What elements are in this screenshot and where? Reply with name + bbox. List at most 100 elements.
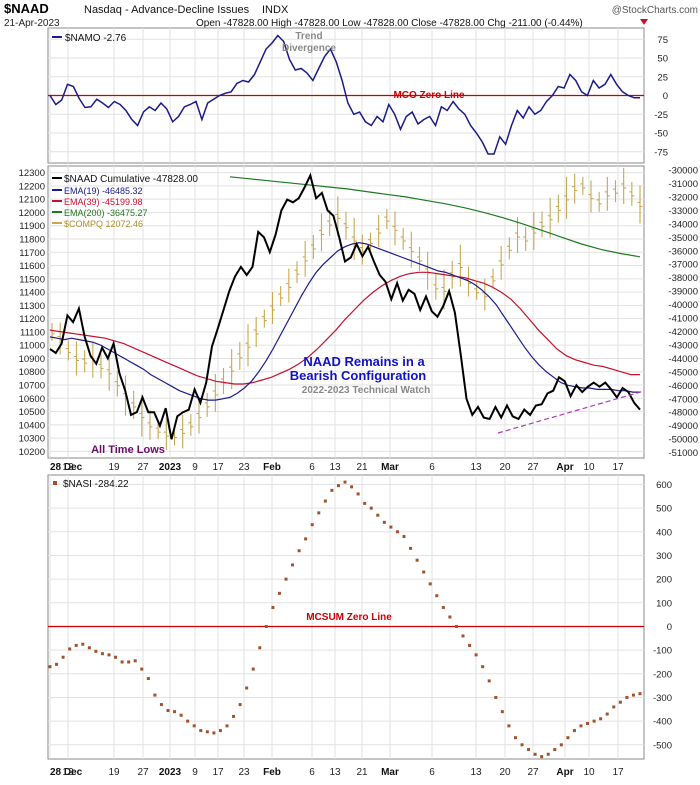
- nasi-point: [376, 513, 380, 517]
- watermark: @StockCharts.com: [612, 5, 698, 16]
- nasi-point: [468, 643, 472, 647]
- naad-y-tick-label: -31000: [668, 179, 698, 190]
- x-tick-label-mid: 2023: [159, 462, 182, 473]
- naad-annotation-line1: NAAD Remains in a: [303, 354, 425, 369]
- ema39-legend-label: EMA(39) -45199.98: [64, 197, 143, 207]
- nasi-point: [618, 700, 622, 704]
- ema200-series-line: [229, 176, 641, 258]
- nasi-point: [454, 624, 458, 628]
- nasi-point: [199, 729, 203, 733]
- naad-legend-label: $NAAD Cumulative -47828.00: [64, 174, 198, 185]
- nasi-point: [264, 624, 268, 628]
- naad-legend: $NAAD Cumulative -47828.00 EMA(19) -4648…: [52, 174, 198, 229]
- nasi-point: [579, 724, 583, 728]
- nasi-point: [586, 722, 590, 725]
- naad-y-tick-label: -46000: [668, 381, 698, 392]
- naad-y-tick-label: -34000: [668, 219, 698, 230]
- x-tick-label-mid: 13: [329, 462, 341, 473]
- x-tick-label-mid: 27: [137, 462, 149, 473]
- x-tick-label-bottom: 13: [329, 767, 341, 778]
- nasi-y-tick-label: 300: [656, 551, 672, 562]
- naad-y-tick-label: -49000: [668, 421, 698, 432]
- compq-y-tick-label: 11500: [19, 274, 45, 285]
- nasi-point: [481, 665, 485, 669]
- nasi-point: [520, 743, 524, 747]
- nasi-point: [297, 549, 301, 553]
- nasi-point: [592, 719, 596, 723]
- x-tick-label-bottom: 19: [108, 767, 120, 778]
- nasi-point: [527, 748, 531, 752]
- nasi-point: [140, 667, 144, 671]
- nasi-point: [382, 520, 386, 524]
- nasi-point: [238, 703, 242, 707]
- nasi-point: [540, 755, 544, 759]
- nasi-y-tick-label: 200: [656, 575, 672, 586]
- nasi-point: [245, 686, 249, 690]
- nasi-point: [428, 582, 432, 586]
- nasi-point: [107, 653, 111, 657]
- ema19-series-line: [49, 242, 640, 401]
- nasi-point: [317, 511, 321, 515]
- nasi-point: [546, 752, 550, 756]
- nasi-point: [638, 692, 642, 696]
- nasi-point: [402, 535, 406, 539]
- x-tick-label-bottom: 9: [192, 767, 198, 778]
- nasi-point: [232, 714, 236, 718]
- nasi-point: [251, 667, 255, 671]
- nasi-point: [435, 594, 439, 598]
- nasi-point: [625, 695, 629, 699]
- naad-y-tick-label: -36000: [668, 246, 698, 257]
- nasi-point: [225, 724, 229, 728]
- nasi-point: [100, 652, 104, 656]
- x-tick-label-bottom: Mar: [381, 767, 399, 778]
- x-tick-label-mid: 6: [309, 462, 315, 473]
- compq-y-tick-label: 12000: [19, 208, 45, 219]
- compq-y-tick-label: 10400: [19, 420, 45, 431]
- naad-y-tick-label: -37000: [668, 260, 698, 271]
- naad-y-tick-label: -40000: [668, 300, 698, 311]
- nasi-point: [61, 655, 65, 659]
- nasi-point: [304, 537, 308, 541]
- x-tick-label-bottom: 13: [470, 767, 482, 778]
- compq-y-tick-label: 11200: [19, 314, 45, 325]
- x-tick-label-mid: 6: [429, 462, 435, 473]
- nasi-point: [192, 724, 196, 728]
- naad-y-tick-label: -39000: [668, 287, 698, 298]
- naad-y-tick-label: -51000: [668, 448, 698, 459]
- nasi-point: [533, 752, 537, 756]
- nasi-point: [559, 743, 563, 747]
- trend-line-dashed: [497, 390, 645, 434]
- nasi-point: [179, 713, 183, 717]
- nasi-point: [258, 646, 262, 650]
- nasi-point: [205, 730, 209, 734]
- naad-y-tick-label: -38000: [668, 273, 698, 284]
- nasi-point: [599, 717, 603, 721]
- x-tick-label-mid: 21: [356, 462, 368, 473]
- nasi-point: [389, 525, 393, 529]
- nasi-point: [48, 665, 52, 669]
- nasi-point: [356, 492, 360, 496]
- namo-y-tick-label: -75: [654, 147, 668, 158]
- nasi-point: [422, 570, 426, 574]
- compq-y-tick-label: 11900: [19, 221, 45, 232]
- x-tick-label-mid: Apr: [556, 462, 573, 473]
- divergence-annotation: Divergence: [282, 43, 336, 54]
- nasi-point: [343, 480, 347, 484]
- namo-y-tick-label: -25: [654, 110, 668, 121]
- x-tick-label-bottom: 20: [499, 767, 511, 778]
- namo-series-line: [49, 34, 640, 155]
- naad-y-tick-label: -48000: [668, 408, 698, 419]
- nasi-y-tick-label: 500: [656, 504, 672, 515]
- naad-y-tick-label: -42000: [668, 327, 698, 338]
- compq-y-tick-label: 10700: [19, 381, 45, 392]
- nasi-point: [159, 703, 163, 707]
- nasi-point: [461, 634, 465, 638]
- nasi-point: [120, 660, 124, 664]
- nasi-legend: $NASI -284.22: [53, 479, 129, 490]
- nasi-point: [336, 484, 340, 488]
- x-tick-label-bottom: 23: [238, 767, 250, 778]
- x-tick-label-bottom: 28 Dec: [50, 767, 83, 778]
- naad-y-tick-label: -32000: [668, 192, 698, 203]
- x-tick-label-mid: 23: [238, 462, 250, 473]
- nasi-point: [284, 577, 288, 581]
